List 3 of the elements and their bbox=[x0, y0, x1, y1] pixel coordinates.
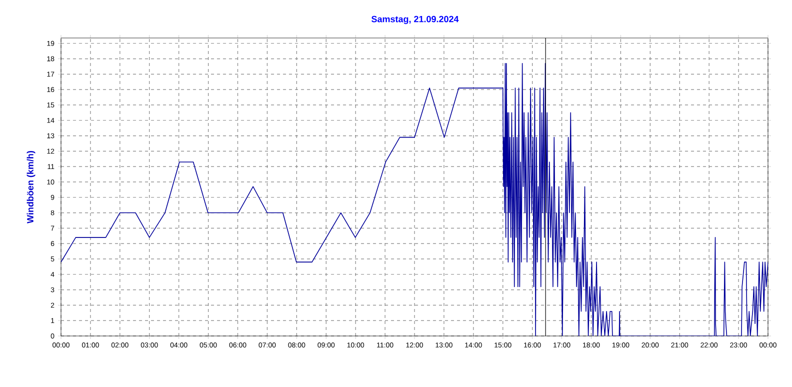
chart-title: Samstag, 21.09.2024 bbox=[371, 16, 459, 24]
line-series bbox=[61, 63, 768, 336]
y-axis-title: Windböen (km/h) bbox=[26, 150, 36, 224]
